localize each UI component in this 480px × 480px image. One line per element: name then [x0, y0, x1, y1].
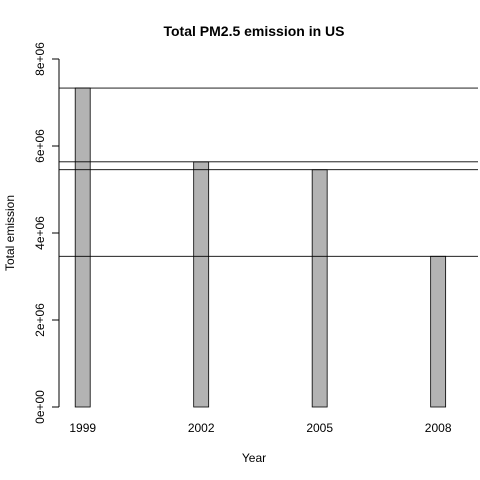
y-tick-label-4: 6e+06 — [33, 129, 47, 163]
y-tick-label-2: 2e+06 — [33, 303, 47, 337]
bar-2002 — [193, 161, 210, 408]
y-tick-label-1: 0e+00 — [33, 390, 47, 424]
y-axis-label: Total emission — [3, 195, 17, 271]
bar-2005 — [311, 169, 328, 408]
x-axis-label: Year — [242, 451, 266, 465]
x-tick-label-2002: 2002 — [188, 421, 215, 435]
x-tick-label-2005: 2005 — [306, 421, 333, 435]
reference-lines-group — [59, 87, 478, 257]
y-tick-label-3: 4e+06 — [33, 216, 47, 250]
y-tick-label-5: 8e+06 — [33, 42, 47, 76]
x-tick-labels: 1999 2002 2005 2008 — [69, 421, 451, 435]
y-axis: 0e+00 2e+06 4e+06 6e+06 8e+06 — [33, 42, 60, 424]
bars-group — [74, 87, 447, 408]
bar-1999 — [74, 87, 91, 408]
x-tick-label-1999: 1999 — [69, 421, 96, 435]
bar-2008 — [430, 255, 447, 408]
x-tick-label-2008: 2008 — [425, 421, 452, 435]
chart-title: Total PM2.5 emission in US — [163, 23, 344, 39]
